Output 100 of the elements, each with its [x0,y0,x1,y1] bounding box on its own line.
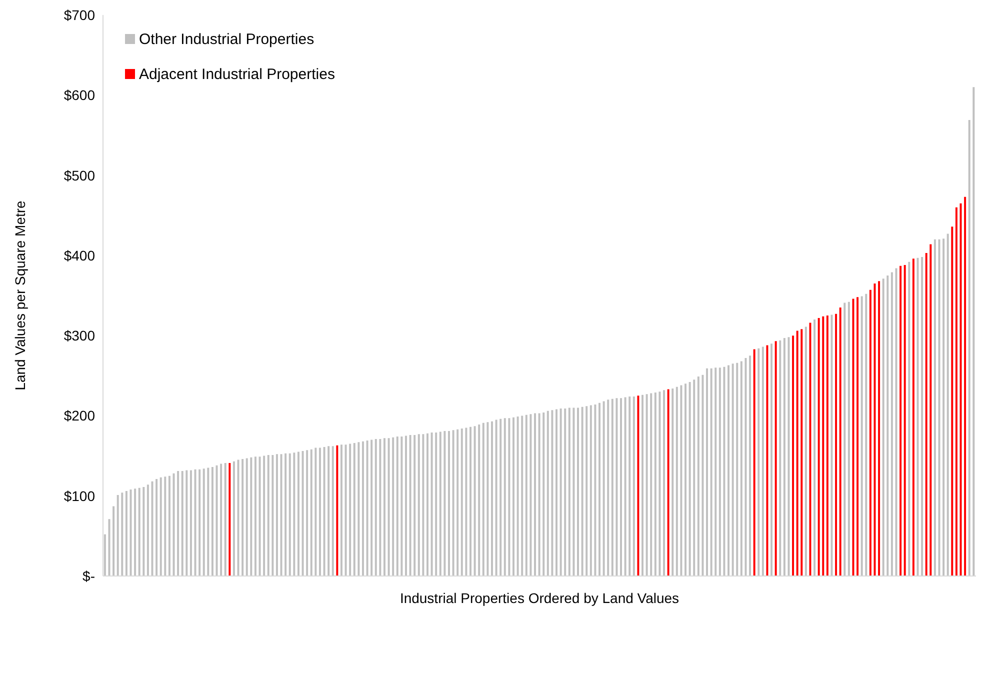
bar [164,476,166,576]
bar [130,489,132,576]
bar [848,302,850,576]
bar [400,436,403,576]
bar [577,408,579,576]
bar [546,410,549,576]
bar [632,396,635,576]
bar [456,429,459,576]
bar [202,468,205,576]
bar [912,258,914,576]
bar [814,320,816,576]
bar [714,368,717,576]
bar [774,341,777,576]
bar [388,438,390,576]
bar [642,394,644,576]
bar [568,408,570,576]
bar [728,365,730,576]
bar [697,376,700,576]
bar [336,445,338,576]
bar [818,318,820,576]
bar [598,402,601,576]
bar [744,358,747,576]
bar [134,488,136,576]
bar [693,380,696,576]
bar [168,476,170,576]
bar [542,412,545,576]
bar [146,484,149,576]
bar [667,389,670,576]
bar [280,454,282,576]
bar [404,436,407,576]
bar [181,471,184,576]
x-axis-title: Industrial Properties Ordered by Land Values [400,590,680,606]
bar [112,506,115,576]
bar [710,368,712,576]
bar [658,392,661,576]
bar [340,444,342,576]
bar [465,428,468,576]
bar [116,495,119,576]
legend-label: Other Industrial Properties [139,30,314,48]
bar [328,446,330,576]
bar [560,408,562,576]
bar [228,463,231,576]
bar [762,346,764,576]
bar [104,534,106,576]
bar [916,258,919,576]
bar [968,120,970,576]
bar [706,368,708,576]
bar [323,446,326,576]
bar [370,440,373,576]
bar [792,336,794,576]
bar [788,337,790,576]
bar [624,397,626,576]
bar [508,418,510,576]
y-tick-label: $500 [64,167,96,184]
bar [551,410,554,576]
bar [611,398,614,576]
bar [232,461,235,576]
bar [160,477,162,576]
bar [930,244,932,576]
bar [521,416,524,576]
bar [620,398,622,576]
bar [758,348,760,576]
bar [723,366,726,576]
bar [934,239,936,576]
bar [951,226,954,576]
bar [430,432,433,576]
bar [688,382,691,576]
y-tick-label: $- [82,568,96,584]
bar [886,275,889,576]
bar [516,416,519,576]
bar [663,390,666,576]
bar [602,401,605,576]
bar [414,434,416,576]
bar [362,441,364,576]
bar [444,430,446,576]
bar [474,426,476,576]
bar [822,316,824,576]
bar [572,408,575,576]
bar [379,438,382,576]
bar [869,290,872,576]
bar [865,294,868,576]
bar [856,297,859,576]
bar [616,398,618,576]
bar [942,238,945,576]
bar [637,396,640,576]
bar [908,262,910,576]
bar [590,405,592,576]
bar [448,430,450,576]
bar [186,470,188,576]
bar [680,385,682,576]
bar [482,422,484,576]
bar [904,265,906,576]
bar [839,308,842,576]
bar [753,349,756,576]
bar [267,454,270,576]
bar [895,268,898,576]
y-tick-label: $400 [64,247,96,264]
bar [938,239,940,576]
y-tick-label: $700 [64,6,96,23]
bar [358,442,360,576]
